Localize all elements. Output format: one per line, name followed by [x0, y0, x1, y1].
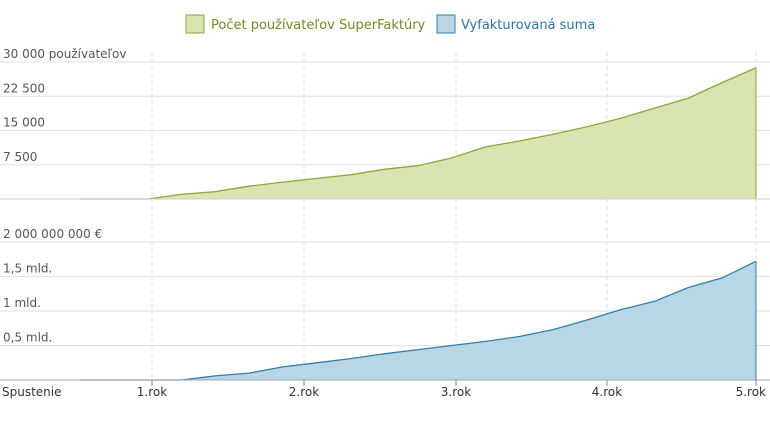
- legend-item-users[interactable]: Počet používateľov SuperFaktúry: [185, 14, 426, 34]
- amount-y-tick-label-0: 2 000 000 000 €: [3, 227, 102, 241]
- x-tick-label-4: 4.rok: [592, 385, 622, 399]
- x-tick-label-2: 2.rok: [289, 385, 319, 399]
- users-series-line: [80, 67, 757, 200]
- x-tick-label-3: 3.rok: [441, 385, 471, 399]
- legend-item-amount[interactable]: Vyfakturovaná suma: [436, 14, 595, 34]
- x-tick-label-5: 5.rok: [736, 385, 766, 399]
- amount-series-area: [80, 261, 756, 380]
- amount-y-tick-label-2: 1 mld.: [3, 296, 41, 310]
- users-y-tick-label-0: 30 000 používateľov: [3, 47, 127, 61]
- legend-swatch-users: [185, 14, 205, 34]
- legend: Počet používateľov SuperFaktúry Vyfaktur…: [185, 14, 595, 34]
- users-y-tick-label-1: 22 500: [3, 81, 45, 95]
- legend-swatch-amount: [436, 14, 456, 34]
- x-tick-label-1: 1.rok: [137, 385, 167, 399]
- legend-label-users: Počet používateľov SuperFaktúry: [211, 18, 426, 33]
- amount-y-tick-label-3: 0,5 mld.: [3, 331, 52, 345]
- amount-series-line: [80, 260, 757, 381]
- users-y-tick-label-3: 7 500: [3, 150, 37, 164]
- x-tick-label-0: Spustenie: [2, 385, 62, 399]
- users-series-area: [80, 67, 756, 200]
- legend-label-amount: Vyfakturovaná suma: [461, 18, 595, 33]
- users-y-tick-label-2: 15 000: [3, 116, 45, 130]
- amount-y-tick-label-1: 1,5 mld.: [3, 262, 52, 276]
